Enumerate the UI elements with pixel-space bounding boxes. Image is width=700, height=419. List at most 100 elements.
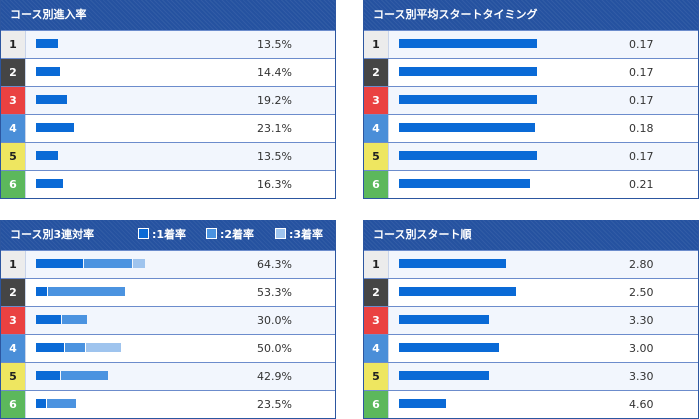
bar: [36, 259, 84, 268]
panel-title: コース別3連対率: [10, 228, 95, 241]
bar-group: [399, 151, 538, 160]
panel-title: コース別スタート順: [364, 220, 698, 250]
bar: [399, 179, 531, 188]
bar-group: [36, 95, 68, 104]
table-row: 5 0.17: [364, 142, 698, 170]
lane-number: 5: [364, 363, 389, 390]
table-row: 3 19.2%: [1, 86, 335, 114]
entry-rate-panel: コース別進入率 1 13.5% 2 14.4% 3 19.2% 4 23.1% 5 13.5% 6 1…: [0, 0, 336, 199]
bar: [399, 371, 489, 380]
value-label: 4.60: [629, 398, 654, 411]
panel-title: コース別進入率: [1, 0, 335, 30]
table-row: 1 64.3%: [1, 250, 335, 278]
table-row: 6 4.60: [364, 390, 698, 418]
lane-number: 6: [1, 391, 26, 418]
bar-group: [399, 179, 531, 188]
lane-number: 1: [1, 31, 26, 58]
legend-swatch: [206, 228, 217, 239]
table-row: 1 0.17: [364, 30, 698, 58]
table-row: 5 13.5%: [1, 142, 335, 170]
legend-swatch: [275, 228, 286, 239]
bar-group: [399, 123, 536, 132]
bar-group: [36, 67, 61, 76]
lane-number: 3: [1, 307, 26, 334]
panel-header: コース別3連対率 :1着率 :2着率 :3着率: [1, 220, 335, 250]
lane-number: 5: [364, 143, 389, 170]
table-row: 1 13.5%: [1, 30, 335, 58]
bar: [399, 39, 537, 48]
table-row: 2 2.50: [364, 278, 698, 306]
bar: [399, 259, 506, 268]
bar: [46, 399, 76, 408]
bar-group: [36, 151, 59, 160]
value-label: 13.5%: [257, 150, 292, 163]
lane-number: 6: [364, 171, 389, 198]
lane-number: 4: [1, 335, 26, 362]
bar: [36, 151, 59, 160]
value-label: 53.3%: [257, 286, 292, 299]
bar: [399, 95, 537, 104]
value-label: 16.3%: [257, 178, 292, 191]
bar: [60, 371, 109, 380]
lane-number: 1: [364, 251, 389, 278]
bar: [132, 259, 145, 268]
value-label: 0.17: [629, 66, 654, 79]
bar: [86, 343, 121, 352]
bar: [399, 399, 446, 408]
value-label: 13.5%: [257, 38, 292, 51]
lane-number: 3: [1, 87, 26, 114]
bar-group: [36, 287, 126, 296]
bar-group: [36, 315, 88, 324]
bar: [399, 67, 537, 76]
bar: [84, 259, 132, 268]
bar: [36, 343, 64, 352]
table-row: 1 2.80: [364, 250, 698, 278]
bar: [36, 399, 46, 408]
lane-number: 5: [1, 143, 26, 170]
lane-number: 2: [364, 279, 389, 306]
value-label: 2.80: [629, 258, 654, 271]
bar: [36, 39, 59, 48]
table-row: 6 23.5%: [1, 390, 335, 418]
value-label: 2.50: [629, 286, 654, 299]
table-row: 4 0.18: [364, 114, 698, 142]
table-row: 5 3.30: [364, 362, 698, 390]
bar-group: [399, 39, 538, 48]
value-label: 23.1%: [257, 122, 292, 135]
bar: [36, 123, 74, 132]
value-label: 50.0%: [257, 342, 292, 355]
table-row: 4 23.1%: [1, 114, 335, 142]
value-label: 0.17: [629, 94, 654, 107]
value-label: 3.30: [629, 370, 654, 383]
bar-group: [36, 179, 64, 188]
lane-number: 2: [1, 59, 26, 86]
legend-3rd: :3着率: [275, 220, 323, 250]
value-label: 0.17: [629, 38, 654, 51]
value-label: 0.17: [629, 150, 654, 163]
table-row: 5 42.9%: [1, 362, 335, 390]
lane-number: 6: [1, 171, 26, 198]
value-label: 30.0%: [257, 314, 292, 327]
bar-group: [399, 399, 447, 408]
bar: [36, 179, 63, 188]
trio-rate-panel: コース別3連対率 :1着率 :2着率 :3着率 1 64.3% 2 53.3% 3 30.…: [0, 220, 336, 419]
lane-number: 3: [364, 307, 389, 334]
bar-group: [399, 343, 500, 352]
bar-group: [399, 95, 538, 104]
bar: [36, 67, 60, 76]
value-label: 14.4%: [257, 66, 292, 79]
table-row: 3 30.0%: [1, 306, 335, 334]
bar-group: [399, 67, 538, 76]
value-label: 64.3%: [257, 258, 292, 271]
lane-number: 3: [364, 87, 389, 114]
table-row: 2 53.3%: [1, 278, 335, 306]
value-label: 0.21: [629, 178, 654, 191]
bar-group: [399, 287, 517, 296]
legend-1st: :1着率: [138, 220, 186, 250]
lane-number: 1: [364, 31, 389, 58]
lane-number: 4: [1, 115, 26, 142]
bar-group: [36, 123, 75, 132]
bar-group: [399, 371, 490, 380]
lane-number: 6: [364, 391, 389, 418]
table-row: 3 0.17: [364, 86, 698, 114]
